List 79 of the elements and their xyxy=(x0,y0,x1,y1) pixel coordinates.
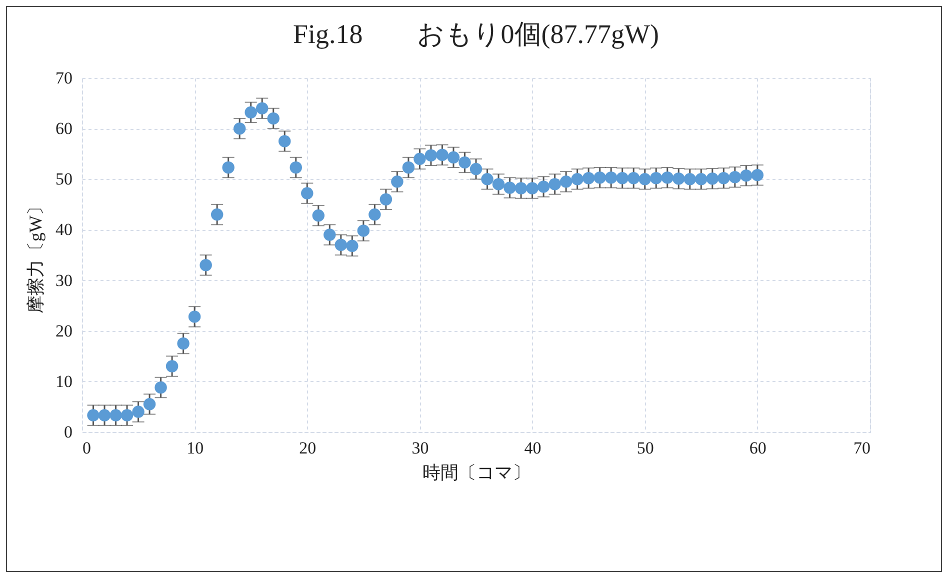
point xyxy=(402,161,415,174)
y-tick-label: 30 xyxy=(56,270,72,290)
point xyxy=(334,238,348,251)
x-tick-label: 0 xyxy=(82,438,91,458)
point xyxy=(616,172,628,184)
point xyxy=(391,176,404,188)
x-tick-label: 30 xyxy=(412,438,429,458)
point xyxy=(706,172,719,185)
point xyxy=(188,310,201,323)
point xyxy=(436,148,448,161)
y-tick-label: 10 xyxy=(56,372,72,391)
point xyxy=(120,409,134,422)
x-tick-label: 40 xyxy=(524,438,542,458)
point xyxy=(244,106,257,118)
point xyxy=(492,178,505,190)
point xyxy=(684,173,696,186)
point xyxy=(627,172,640,184)
chart-title: Fig.18 おもり0個(87.77gW) xyxy=(293,19,659,49)
y-tick-label: 70 xyxy=(56,68,72,88)
point xyxy=(154,381,167,394)
point xyxy=(424,149,438,162)
point xyxy=(380,193,392,206)
point xyxy=(177,337,190,350)
point xyxy=(751,168,764,182)
point xyxy=(87,409,100,422)
point xyxy=(604,172,618,184)
point xyxy=(740,169,752,182)
y-tick-label: 0 xyxy=(64,422,72,442)
point xyxy=(695,173,708,186)
point xyxy=(312,209,325,222)
point xyxy=(582,172,595,184)
x-tick-label: 20 xyxy=(299,438,316,458)
point xyxy=(661,172,674,184)
point xyxy=(166,360,178,372)
point xyxy=(368,208,381,221)
point xyxy=(560,176,572,188)
point xyxy=(481,173,494,186)
point xyxy=(290,161,302,174)
point xyxy=(346,240,358,252)
point xyxy=(672,172,685,185)
point xyxy=(728,171,742,184)
point xyxy=(222,161,234,174)
point xyxy=(278,135,291,148)
x-tick-label: 60 xyxy=(749,438,766,458)
y-tick-label: 40 xyxy=(56,220,72,240)
point xyxy=(650,172,662,184)
point xyxy=(143,398,156,410)
point xyxy=(324,228,336,241)
point xyxy=(447,151,460,164)
y-tick-label: 50 xyxy=(56,170,72,189)
point xyxy=(357,224,370,237)
point xyxy=(132,406,144,418)
point xyxy=(548,178,561,190)
point xyxy=(470,162,482,176)
point xyxy=(571,173,584,186)
point xyxy=(301,187,314,200)
point xyxy=(233,122,246,135)
point xyxy=(200,259,212,272)
point xyxy=(256,102,268,114)
point xyxy=(537,180,550,193)
y-tick-label: 60 xyxy=(56,119,72,138)
point xyxy=(718,172,730,184)
point xyxy=(98,409,111,422)
x-tick-label: 50 xyxy=(636,438,654,458)
point xyxy=(414,152,426,166)
point xyxy=(458,156,471,169)
x-tick-label: 70 xyxy=(854,438,870,458)
point xyxy=(504,182,516,194)
x-tick-label: 10 xyxy=(186,438,204,458)
y-tick-label: 20 xyxy=(56,321,72,340)
point xyxy=(267,112,280,125)
x-axis-title: 時間〔コマ〕 xyxy=(422,462,530,482)
point xyxy=(594,172,606,184)
point xyxy=(526,182,538,194)
point xyxy=(110,409,122,422)
y-axis-title: 摩擦力〔gW〕 xyxy=(26,198,46,314)
point xyxy=(210,208,224,221)
point xyxy=(514,182,528,194)
point xyxy=(638,173,651,186)
